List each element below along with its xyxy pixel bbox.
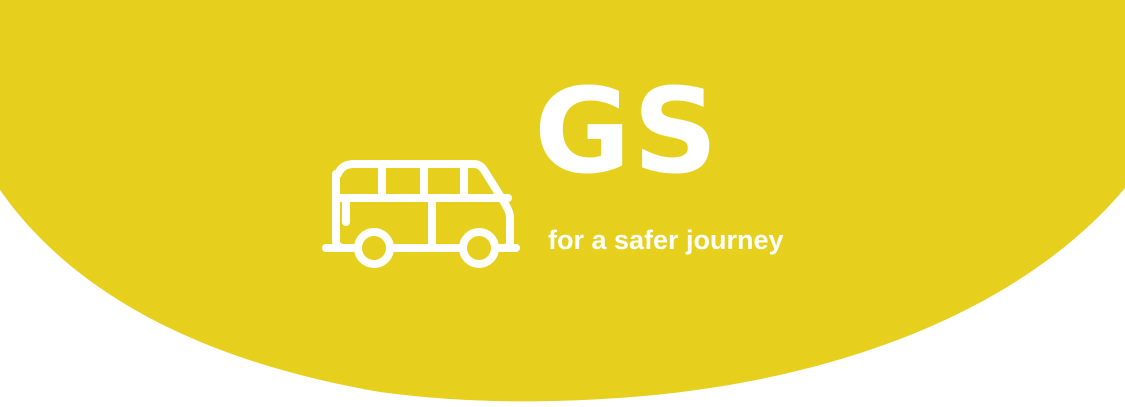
brand-tagline: for a safer journey (548, 225, 784, 255)
brand-name: GS (534, 62, 720, 200)
van-icon (322, 160, 520, 268)
brand-logo: GS for a safer journey (322, 72, 842, 270)
